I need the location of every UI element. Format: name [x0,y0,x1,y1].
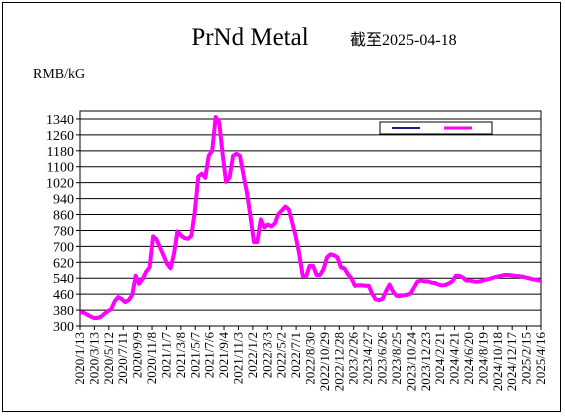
y-axis-unit-label: RMB/kG [33,67,85,82]
x-tick-label: 2024/2/21 [432,332,447,385]
y-tick-label: 860 [53,209,74,224]
grid-lines [80,118,541,311]
x-tick-label: 2024/4/21 [447,332,462,385]
y-tick-label: 300 [53,320,74,335]
x-tick-label: 2024/8/19 [475,332,490,385]
chart-title: PrNd Metal [191,24,308,51]
x-axis-ticks: 2020/1/13 2020/3/13 2020/5/12 2020/7/11 2020… [72,326,548,391]
x-tick-label: 2023/10/24 [403,332,418,392]
x-tick-label: 2022/10/29 [317,332,332,391]
x-tick-label: 2022/3/3 [259,332,274,378]
x-tick-label: 2023/12/23 [418,332,433,391]
y-tick-label: 700 [53,240,74,255]
y-tick-label: 940 [53,193,74,208]
y-tick-label: 1180 [47,145,74,160]
legend [379,121,493,135]
x-tick-label: 2023/2/26 [346,332,361,385]
x-tick-label: 2020/11/8 [144,332,159,384]
x-tick-label: 2023/8/25 [389,332,404,385]
x-tick-label: 2020/9/9 [130,332,145,378]
x-tick-label: 2020/3/13 [86,332,101,385]
x-tick-label: 2025/2/15 [519,332,534,385]
x-tick-label: 2022/1/2 [245,332,260,378]
x-tick-label: 2022/7/1 [288,332,303,378]
legend-box [379,121,493,135]
y-tick-label: 460 [53,288,74,303]
y-tick-label: 1260 [46,129,74,144]
x-tick-label: 2021/3/8 [173,332,188,378]
series-line [80,115,542,320]
x-tick-label: 2022/8/30 [303,332,318,385]
x-tick-label: 2022/12/28 [331,332,346,391]
x-tick-label: 2021/1/7 [158,332,173,379]
x-tick-label: 2025/4/16 [533,332,548,385]
x-tick-label: 2023/6/26 [375,332,390,385]
x-tick-label: 2021/9/4 [216,332,231,379]
x-tick-label: 2024/6/20 [461,332,476,385]
y-tick-label: 1340 [46,113,74,128]
y-tick-label: 780 [53,224,74,239]
x-tick-label: 2022/5/2 [274,332,289,378]
x-tick-label: 2020/7/11 [115,332,130,384]
series-lines [80,115,542,320]
x-tick-label: 2024/12/17 [504,332,519,392]
x-tick-label: 2020/5/12 [101,332,116,385]
plot-background [79,110,542,327]
plot-area: 3003804605406207007808609401020110011801… [46,110,548,391]
y-tick-label: 540 [53,272,74,287]
y-axis-ticks: 3003804605406207007808609401020110011801… [46,113,80,335]
y-tick-label: 380 [53,304,74,319]
x-tick-label: 2020/1/13 [72,332,87,385]
y-tick-label: 620 [53,256,74,271]
x-tick-label: 2023/4/27 [360,332,375,385]
x-tick-label: 2024/10/18 [490,332,505,391]
y-tick-label: 1020 [46,177,74,192]
x-tick-label: 2021/11/3 [230,332,245,384]
y-tick-label: 1100 [47,161,74,176]
x-tick-label: 2021/5/7 [187,332,202,379]
chart-subtitle: 截至2025-04-18 [350,31,457,49]
x-tick-label: 2021/7/6 [202,332,217,379]
